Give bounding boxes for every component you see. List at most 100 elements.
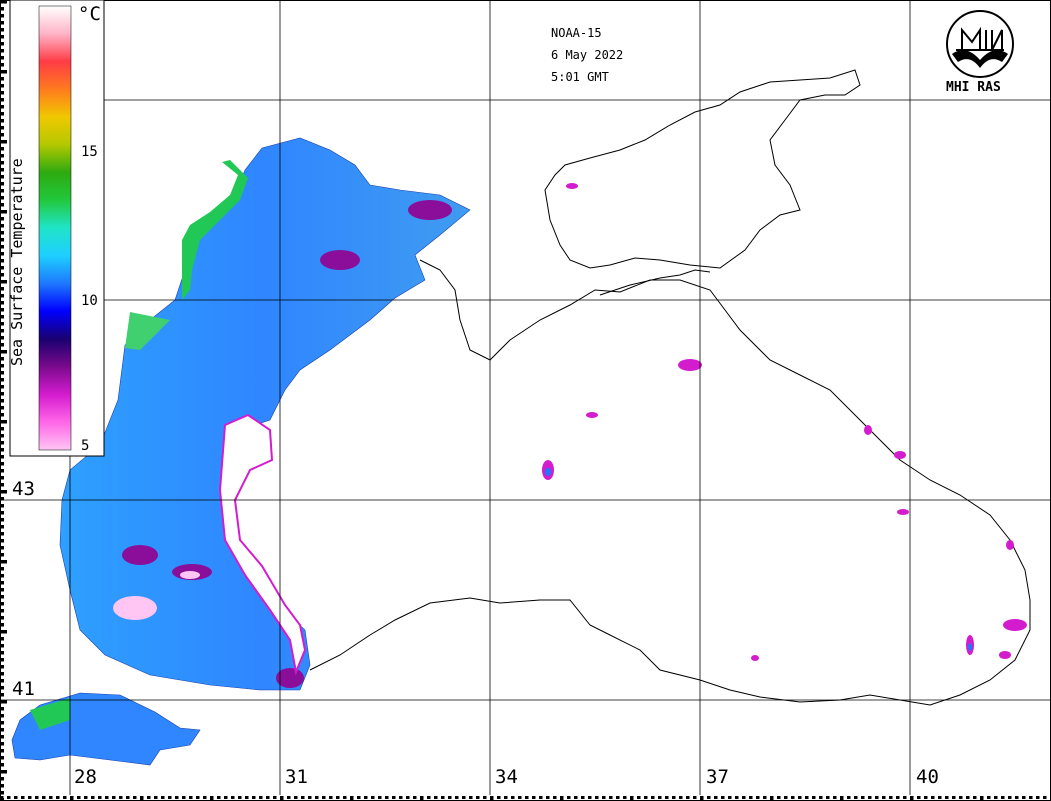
ruler-tick — [0, 644, 4, 648]
ruler-tick — [98, 796, 102, 799]
ruler-tick — [840, 796, 844, 801]
ruler-tick — [0, 700, 7, 704]
ruler-tick — [567, 796, 571, 799]
latitude-label: 43 — [12, 478, 35, 500]
ruler-tick — [84, 796, 88, 799]
ruler-tick — [0, 770, 7, 774]
ruler-tick — [0, 35, 4, 39]
ruler-tick — [693, 796, 697, 799]
cloud-gap-west — [218, 413, 307, 676]
ruler-tick — [560, 796, 564, 801]
ruler-tick — [0, 133, 4, 137]
ruler-tick — [0, 231, 4, 235]
legend-tick-label: 15 — [81, 144, 98, 160]
ruler-tick — [497, 796, 501, 799]
ruler-tick — [441, 796, 445, 799]
ruler-tick — [0, 693, 4, 697]
ruler-tick — [630, 796, 634, 801]
ruler-tick — [0, 182, 4, 186]
ruler-tick — [735, 796, 739, 799]
ruler-tick — [77, 796, 81, 799]
acquisition-date: 6 May 2022 — [551, 48, 624, 62]
ruler-tick — [980, 796, 984, 801]
ruler-tick — [28, 796, 32, 799]
longitude-label: 34 — [495, 766, 518, 788]
ruler-tick — [385, 796, 389, 799]
legend-unit: °C — [78, 3, 101, 25]
ruler-tick — [0, 119, 4, 123]
ruler-tick — [224, 796, 228, 799]
ruler-tick — [707, 796, 711, 799]
ruler-tick — [0, 784, 4, 788]
ruler-tick — [805, 796, 809, 799]
ruler-tick — [588, 796, 592, 799]
ruler-tick — [952, 796, 956, 799]
ruler-tick — [0, 637, 4, 641]
ruler-tick — [0, 588, 4, 592]
legend-colorbar — [38, 5, 72, 451]
ruler-tick — [0, 77, 4, 81]
ruler-tick — [462, 796, 466, 799]
ruler-tick — [791, 796, 795, 799]
ruler-tick — [700, 796, 704, 801]
ruler-tick — [112, 796, 116, 799]
ruler-tick — [0, 756, 4, 760]
ruler-tick — [0, 49, 4, 53]
ruler-tick — [378, 796, 382, 799]
ruler-tick — [896, 796, 900, 799]
ruler-tick — [70, 796, 74, 801]
ruler-tick — [833, 796, 837, 799]
ruler-tick — [861, 796, 865, 799]
ruler-tick — [1043, 796, 1047, 799]
ruler-tick — [0, 728, 4, 732]
ruler-tick — [973, 796, 977, 799]
ruler-tick — [7, 796, 11, 799]
ruler-tick — [518, 796, 522, 799]
ruler-tick — [399, 796, 403, 799]
ruler-tick — [679, 796, 683, 799]
ruler-tick — [0, 91, 4, 95]
ruler-tick — [364, 796, 368, 799]
ruler-tick — [0, 70, 7, 74]
ruler-tick — [602, 796, 606, 799]
longitude-label: 28 — [74, 766, 97, 788]
ruler-tick — [42, 796, 46, 799]
ruler-tick — [280, 796, 284, 801]
ruler-tick — [658, 796, 662, 799]
ruler-tick — [0, 630, 7, 634]
ruler-tick — [0, 574, 4, 578]
ruler-tick — [686, 796, 690, 799]
ruler-tick — [889, 796, 893, 799]
satellite-name: NOAA-15 — [551, 26, 602, 40]
ruler-tick — [357, 796, 361, 799]
ruler-tick — [0, 252, 4, 256]
ruler-tick — [294, 796, 298, 799]
ruler-tick — [427, 796, 431, 799]
ruler-tick — [287, 796, 291, 799]
ruler-tick — [0, 56, 4, 60]
ruler-tick — [420, 796, 424, 801]
ruler-tick — [133, 796, 137, 799]
ruler-tick — [189, 796, 193, 799]
ruler-tick — [959, 796, 963, 799]
ruler-tick — [0, 84, 4, 88]
ruler-tick — [0, 175, 4, 179]
ruler-tick — [938, 796, 942, 799]
ruler-tick — [0, 329, 4, 333]
ruler-tick — [140, 796, 144, 801]
ruler-tick — [0, 357, 4, 361]
ruler-tick — [0, 504, 4, 508]
ruler-tick — [0, 280, 7, 284]
ruler-tick — [231, 796, 235, 799]
ruler-tick — [147, 796, 151, 799]
longitude-label: 37 — [706, 766, 729, 788]
ruler-tick — [0, 434, 4, 438]
ruler-tick — [1036, 796, 1040, 799]
ruler-tick — [0, 665, 4, 669]
ruler-tick — [0, 672, 4, 676]
ruler-tick — [0, 448, 4, 452]
ruler-tick — [126, 796, 130, 799]
ruler-tick — [105, 796, 109, 799]
mhi-ras-logo — [946, 10, 1014, 78]
ruler-tick — [329, 796, 333, 799]
